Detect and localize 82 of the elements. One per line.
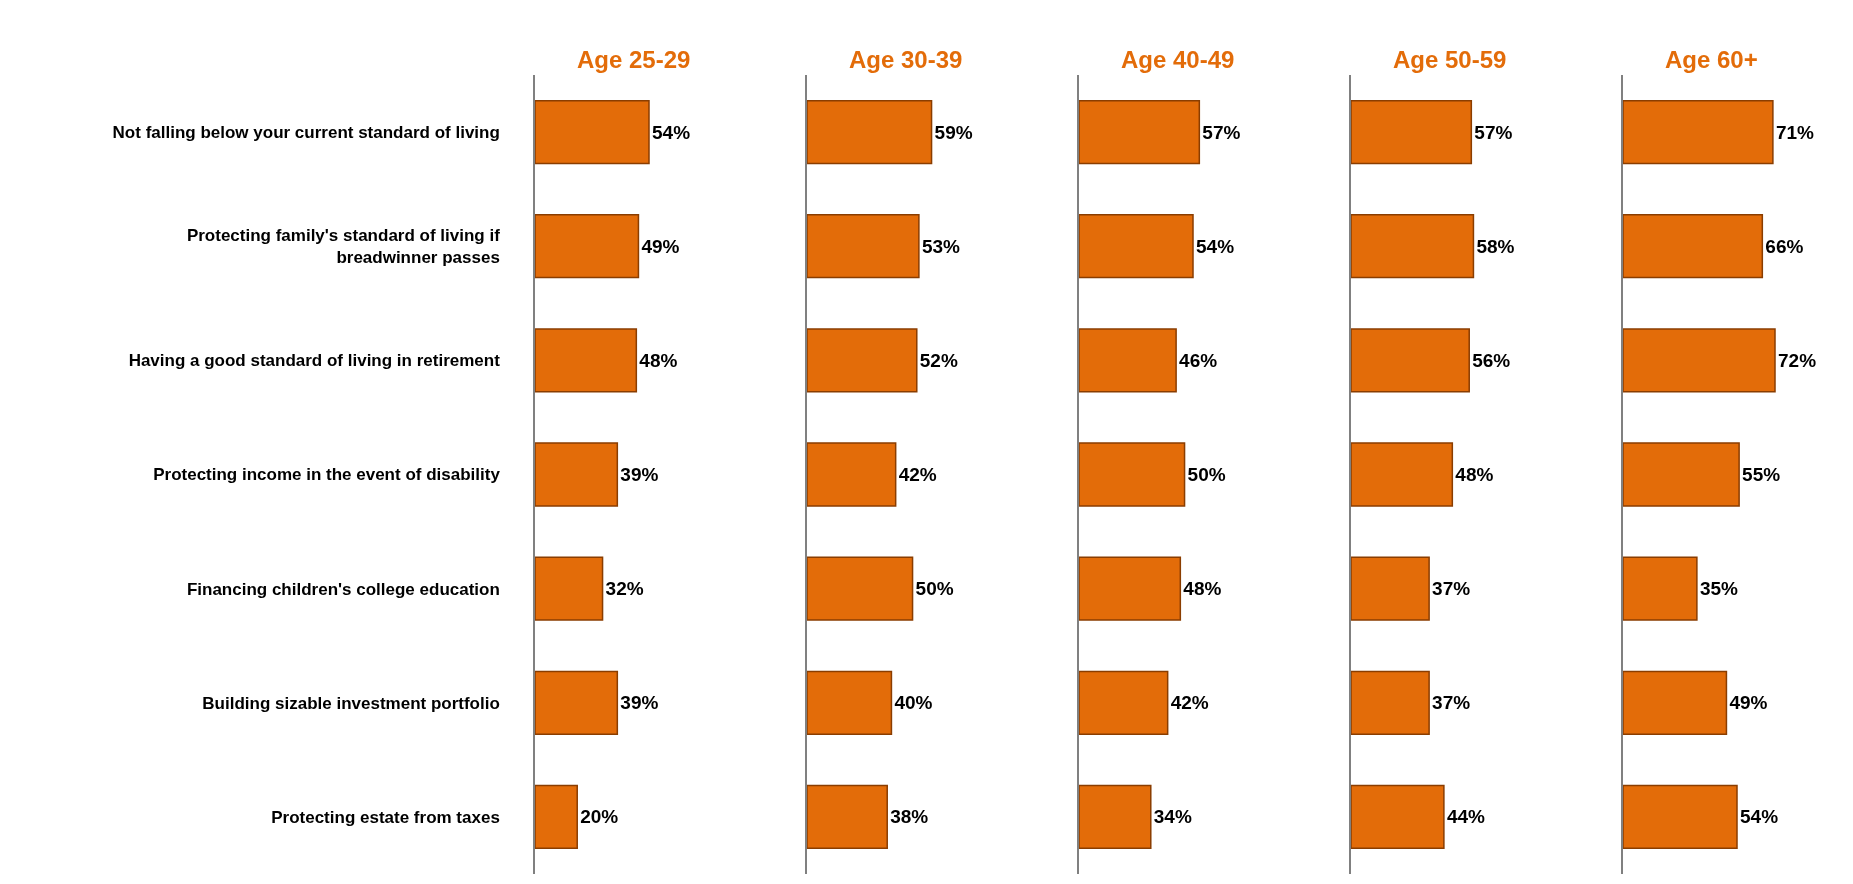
data-label: 71% (1775, 121, 1815, 143)
data-label: 55% (1742, 464, 1781, 485)
data-label: 58% (1476, 235, 1515, 257)
data-label: 59% (934, 121, 973, 143)
bar (807, 442, 897, 507)
chart-title: Age 30-39 (849, 46, 963, 73)
bar (535, 784, 578, 850)
data-label: 66% (1765, 235, 1804, 257)
data-label: 50% (915, 578, 954, 600)
y-tick-label: Having a good standard of living in retirement (128, 351, 501, 371)
bar (1623, 99, 1774, 165)
data-label: 48% (1183, 578, 1222, 600)
bar (1623, 670, 1728, 735)
data-label: 53% (921, 235, 961, 257)
data-label: 38% (890, 806, 929, 828)
data-label: 57% (1474, 121, 1513, 143)
bar (1079, 670, 1169, 735)
data-label: 39% (620, 692, 659, 714)
data-label: 49% (1729, 692, 1768, 714)
data-label: 48% (1455, 464, 1494, 485)
y-tick-label: Not falling below your current standard of living (112, 123, 500, 143)
data-label: 37% (1432, 692, 1471, 714)
y-tick-label: Building sizable investment portfolio (202, 693, 500, 713)
chart-title: Age 40-49 (1121, 46, 1235, 73)
y-tick-label: Protecting income in the event of disability (153, 465, 501, 485)
bar (535, 214, 640, 279)
chart-title: Age 50-59 (1393, 46, 1507, 73)
bar (1079, 442, 1186, 507)
bar (1079, 214, 1194, 279)
data-label: 50% (1187, 464, 1226, 485)
bar (1079, 328, 1177, 393)
data-label: 49% (641, 235, 680, 257)
bar (535, 556, 604, 621)
chart-title: Age 60+ (1665, 46, 1758, 73)
data-label: 52% (919, 349, 958, 371)
data-label: 20% (580, 806, 619, 828)
bar (1623, 328, 1776, 393)
data-label: 57% (1202, 121, 1241, 143)
y-tick-label: Financing children's college education (186, 579, 500, 599)
bar (807, 328, 918, 393)
bar (1351, 784, 1445, 850)
bar (1079, 556, 1182, 621)
data-label: 48% (639, 349, 678, 371)
bar (535, 670, 619, 735)
y-tick-label: Protecting estate from taxes (271, 807, 500, 827)
bar (1623, 442, 1740, 507)
chart-title: Age 25-29 (577, 46, 691, 73)
bar (1623, 784, 1738, 850)
bar (535, 99, 650, 165)
bar (807, 99, 933, 165)
bar (535, 442, 619, 507)
data-label: 37% (1432, 578, 1471, 600)
bar (1351, 442, 1454, 507)
data-label: 32% (605, 578, 644, 600)
data-label: 42% (1170, 692, 1209, 714)
bar (535, 328, 638, 393)
bar (807, 784, 888, 850)
data-label: 46% (1179, 349, 1218, 371)
data-label: 54% (652, 121, 691, 143)
bar (1079, 784, 1152, 850)
data-label: 40% (894, 692, 933, 714)
bar (1623, 556, 1698, 621)
bar (1079, 99, 1201, 165)
data-label: 34% (1153, 806, 1192, 828)
bar (807, 556, 914, 621)
bar (1623, 214, 1764, 279)
bar (1351, 556, 1430, 621)
data-label: 42% (898, 464, 937, 485)
data-label: 56% (1472, 349, 1511, 371)
data-label: 54% (1740, 806, 1779, 828)
data-label: 39% (620, 464, 659, 485)
bar (807, 214, 920, 279)
data-label: 54% (1196, 235, 1235, 257)
y-tick-label: Protecting family's standard of living if breadwinner passes (186, 226, 501, 268)
data-label: 35% (1699, 578, 1739, 600)
data-label: 44% (1446, 806, 1486, 828)
data-label: 72% (1778, 349, 1817, 371)
bar (1351, 328, 1470, 393)
bar (807, 670, 893, 735)
bar (1351, 214, 1475, 279)
bar (1351, 670, 1430, 735)
bar (1351, 99, 1473, 165)
